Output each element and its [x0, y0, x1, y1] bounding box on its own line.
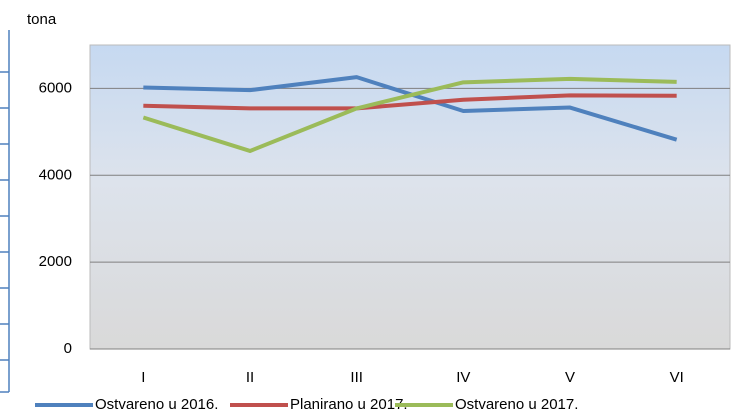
y-tick-label: 2000 [39, 253, 72, 270]
x-tick-label: II [246, 369, 254, 386]
x-tick-label: VI [670, 369, 684, 386]
x-tick-label: IV [456, 369, 470, 386]
x-tick-label: I [141, 369, 145, 386]
x-tick-label: V [565, 369, 575, 386]
y-tick-label: 6000 [39, 79, 72, 96]
x-tick-label: III [350, 369, 363, 386]
legend-label: Ostvareno u 2017. [455, 396, 578, 413]
y-axis-label: tona [27, 11, 57, 28]
legend-label: Planirano u 2017. [290, 396, 408, 413]
series-line [142, 76, 677, 153]
legend-label: Ostvareno u 2016. [95, 396, 218, 413]
y-tick-label: 4000 [39, 166, 72, 183]
side-table [0, 30, 10, 393]
y-tick-label: 0 [64, 340, 72, 357]
series-line [143, 93, 677, 111]
